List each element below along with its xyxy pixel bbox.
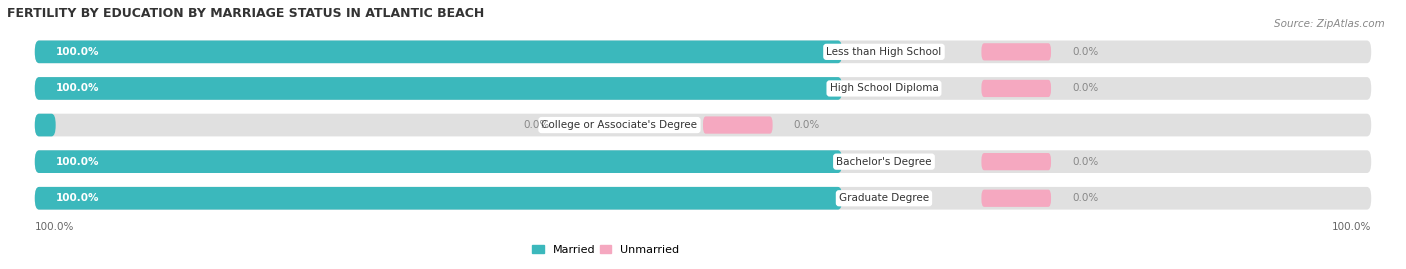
FancyBboxPatch shape — [703, 116, 773, 134]
FancyBboxPatch shape — [35, 41, 1371, 63]
Text: 100.0%: 100.0% — [56, 83, 100, 93]
Text: 0.0%: 0.0% — [1071, 193, 1098, 203]
FancyBboxPatch shape — [35, 77, 1371, 100]
FancyBboxPatch shape — [35, 150, 842, 173]
Text: FERTILITY BY EDUCATION BY MARRIAGE STATUS IN ATLANTIC BEACH: FERTILITY BY EDUCATION BY MARRIAGE STATU… — [7, 7, 484, 20]
Text: 100.0%: 100.0% — [56, 47, 100, 57]
Legend: Married, Unmarried: Married, Unmarried — [529, 240, 683, 259]
Text: 0.0%: 0.0% — [1071, 157, 1098, 167]
Text: 0.0%: 0.0% — [523, 120, 550, 130]
Text: 0.0%: 0.0% — [793, 120, 820, 130]
Text: College or Associate's Degree: College or Associate's Degree — [541, 120, 697, 130]
FancyBboxPatch shape — [35, 187, 842, 210]
FancyBboxPatch shape — [35, 114, 1371, 136]
FancyBboxPatch shape — [981, 153, 1052, 170]
FancyBboxPatch shape — [35, 41, 842, 63]
Text: 0.0%: 0.0% — [1071, 83, 1098, 93]
Text: 100.0%: 100.0% — [35, 222, 75, 232]
FancyBboxPatch shape — [35, 150, 1371, 173]
Text: Graduate Degree: Graduate Degree — [839, 193, 929, 203]
FancyBboxPatch shape — [35, 77, 842, 100]
Text: High School Diploma: High School Diploma — [830, 83, 938, 93]
Text: 100.0%: 100.0% — [56, 157, 100, 167]
Text: 100.0%: 100.0% — [56, 193, 100, 203]
Text: 0.0%: 0.0% — [1071, 47, 1098, 57]
Text: 100.0%: 100.0% — [1331, 222, 1371, 232]
FancyBboxPatch shape — [35, 187, 1371, 210]
FancyBboxPatch shape — [35, 114, 56, 136]
Text: Less than High School: Less than High School — [827, 47, 942, 57]
Text: Source: ZipAtlas.com: Source: ZipAtlas.com — [1274, 19, 1385, 29]
FancyBboxPatch shape — [981, 190, 1052, 207]
FancyBboxPatch shape — [981, 80, 1052, 97]
FancyBboxPatch shape — [981, 43, 1052, 61]
Text: Bachelor's Degree: Bachelor's Degree — [837, 157, 932, 167]
